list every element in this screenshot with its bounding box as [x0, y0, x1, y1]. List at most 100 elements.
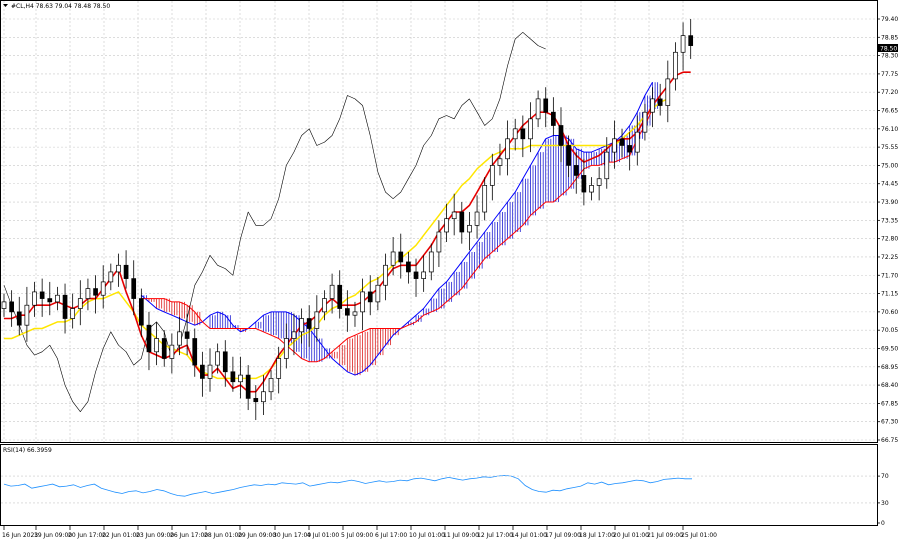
- candle-body: [680, 35, 686, 53]
- candle-body: [1, 301, 7, 309]
- candle-body: [581, 175, 587, 193]
- y-tick-label: 67.85: [881, 400, 898, 407]
- candle-body: [436, 231, 442, 253]
- x-tick-label: 26 Jun 17:00: [170, 532, 208, 539]
- candle-body: [627, 145, 633, 153]
- candle-body: [421, 271, 426, 279]
- y-tick-label: 70.05: [881, 327, 898, 334]
- rsi-line: [3, 474, 692, 497]
- candle-body: [390, 251, 396, 266]
- candle-body: [642, 111, 648, 133]
- y-tick-label: 68.40: [881, 382, 898, 389]
- candle-body: [123, 264, 129, 279]
- rsi-series-line: [3, 474, 692, 497]
- y-tick-label: 77.20: [881, 89, 898, 96]
- rsi-plot-frame: [0, 444, 878, 526]
- candle-body: [535, 98, 541, 120]
- chart-menu-triangle-icon[interactable]: [3, 4, 8, 7]
- candle-body: [314, 311, 320, 329]
- x-tick-label: 17 Jul 09:00: [545, 532, 581, 539]
- y-tick-label: 78.30: [881, 53, 898, 60]
- candle-body: [497, 158, 503, 166]
- candle-body: [283, 338, 289, 359]
- candle-body: [253, 398, 259, 403]
- current-price-box: [878, 44, 898, 52]
- candle-body: [85, 288, 91, 299]
- candle-body: [47, 298, 53, 303]
- x-tick-label: 28 Jun 01:00: [204, 532, 242, 539]
- candle-body: [612, 138, 617, 153]
- candle-body: [383, 264, 388, 286]
- candle-body: [360, 291, 365, 313]
- x-tick-label: 6 Jul 17:00: [375, 532, 407, 539]
- candle-body: [406, 261, 411, 273]
- candle-body: [245, 374, 251, 399]
- candle-body: [451, 211, 457, 220]
- y-tick-label: 73.90: [881, 199, 898, 206]
- rsi-label: RSI(14) 66.3959: [3, 447, 52, 454]
- current-price-label: 78.50: [880, 46, 897, 53]
- rsi-tick-label: 0: [881, 520, 885, 527]
- y-tick-label: 77.75: [881, 71, 898, 78]
- candle-body: [215, 351, 220, 366]
- candle-body: [551, 111, 556, 126]
- candle-body: [566, 145, 571, 166]
- x-tick-label: 12 Jul 17:00: [477, 532, 513, 539]
- y-tick-label: 71.15: [881, 291, 898, 298]
- candle-body: [688, 35, 694, 46]
- candle-body: [337, 284, 343, 309]
- candle-body: [306, 318, 312, 329]
- candle-body: [16, 311, 22, 326]
- y-tick-label: 70.60: [881, 309, 898, 316]
- candle-body: [345, 308, 350, 316]
- y-tick-label: 76.10: [881, 126, 898, 133]
- candle-body: [146, 324, 152, 353]
- candle-body: [161, 338, 167, 359]
- candle-body: [459, 211, 465, 233]
- rsi-tick-label: 70: [881, 473, 889, 480]
- candle-body: [200, 364, 205, 379]
- y-tick-label: 68.95: [881, 364, 898, 371]
- candle-body: [665, 78, 671, 106]
- x-tick-label: 18 Jul 17:00: [579, 532, 615, 539]
- senkou-span-a-line: [140, 81, 653, 376]
- x-tick-label: 21 Jul 09:00: [647, 532, 683, 539]
- candle-body: [207, 364, 213, 379]
- candle-body: [604, 151, 610, 180]
- candle-body: [238, 374, 243, 383]
- candle-body: [573, 165, 579, 176]
- y-tick-label: 71.70: [881, 272, 898, 279]
- x-tick-label: 30 Jun 17:00: [273, 532, 311, 539]
- candle-body: [261, 391, 266, 403]
- candle-body: [131, 278, 137, 299]
- x-tick-label: 11 Jul 09:00: [443, 532, 479, 539]
- candle-body: [55, 294, 60, 303]
- candle-body: [398, 251, 404, 263]
- candle-body: [322, 298, 327, 313]
- candle-body: [77, 298, 83, 309]
- y-tick-label: 76.65: [881, 108, 898, 115]
- candle-body: [505, 138, 510, 160]
- candle-body: [329, 284, 335, 299]
- candle-body: [192, 338, 198, 366]
- price-axis: 79.40 78.85 78.30 77.75 77.20 76.65 76.10 75.55…: [877, 16, 898, 444]
- x-tick-label: 29 Jun 09:00: [238, 532, 276, 539]
- y-tick-label: 75.00: [881, 162, 898, 169]
- x-tick-label: 22 Jun 01:00: [102, 532, 140, 539]
- candle-body: [39, 291, 45, 299]
- candle-body: [657, 98, 663, 106]
- chikou-span-line: [3, 31, 546, 413]
- candle-body: [70, 308, 76, 319]
- y-tick-label: 74.45: [881, 181, 898, 188]
- candle-body: [596, 178, 602, 186]
- candle-body: [467, 224, 472, 233]
- candle-body: [543, 98, 549, 113]
- candle-body: [24, 304, 30, 326]
- candle-body: [138, 298, 144, 326]
- x-tick-label: 10 Jul 01:00: [409, 532, 445, 539]
- candle-body: [482, 185, 488, 213]
- x-tick-label: 20 Jun 17:00: [68, 532, 106, 539]
- candle-body: [154, 338, 159, 353]
